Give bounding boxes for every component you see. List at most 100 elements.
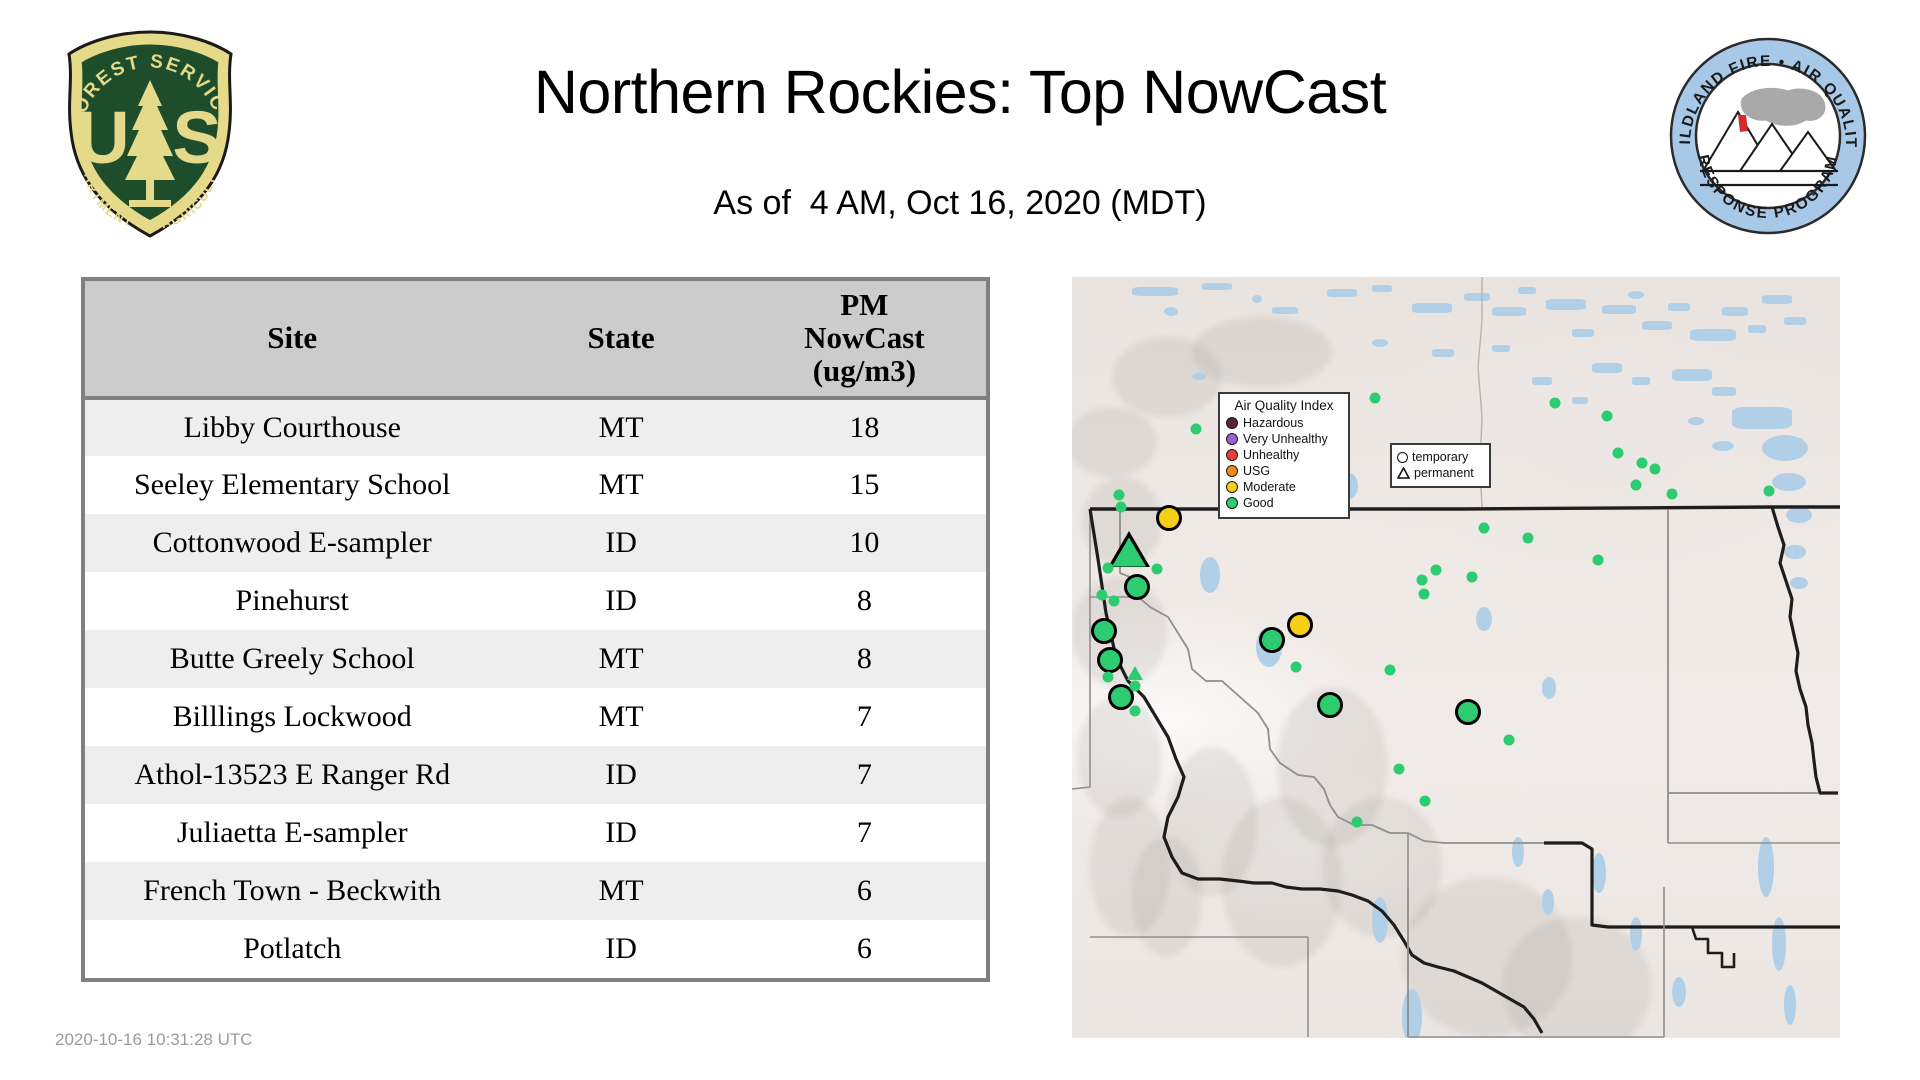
cell-pm-nowcast: 18 — [742, 397, 986, 456]
water-body — [1372, 285, 1392, 292]
aqi-color-swatch-icon — [1226, 433, 1238, 445]
table-row[interactable]: Athol-13523 E Ranger Rd ID 7 — [85, 745, 986, 804]
cell-site: French Town - Beckwith — [85, 861, 500, 920]
table-row[interactable]: Billlings Lockwood MT 7 — [85, 687, 986, 746]
cell-state: MT — [499, 455, 743, 514]
column-header-site[interactable]: Site — [85, 281, 500, 400]
monitor-marker-temporary[interactable] — [1091, 618, 1117, 644]
monitor-marker-temporary[interactable] — [1124, 574, 1150, 600]
monitor-marker-temporary[interactable] — [1259, 627, 1285, 653]
monitor-marker-site[interactable] — [1522, 532, 1534, 544]
water-body — [1772, 917, 1786, 971]
monitor-marker-site[interactable] — [1096, 589, 1108, 601]
monitor-marker-site[interactable] — [1418, 588, 1430, 600]
water-body — [1492, 307, 1526, 316]
table-row[interactable]: Seeley Elementary School MT 15 — [85, 455, 986, 514]
monitor-marker-site[interactable] — [1384, 664, 1396, 676]
water-body — [1542, 677, 1556, 699]
cell-pm-nowcast: 15 — [742, 455, 986, 514]
monitor-marker-site[interactable] — [1466, 571, 1478, 583]
water-body — [1327, 289, 1357, 297]
table-row[interactable]: Pinehurst ID 8 — [85, 571, 986, 630]
table-row[interactable]: Potlatch ID 6 — [85, 919, 986, 978]
water-body — [1786, 507, 1812, 523]
legend-aqi-item: Very Unhealthy — [1226, 431, 1342, 447]
monitor-marker-site[interactable] — [1102, 671, 1114, 683]
monitor-marker-site[interactable] — [1612, 447, 1624, 459]
cell-state: MT — [499, 861, 743, 920]
monitor-marker-site[interactable] — [1503, 734, 1515, 746]
state-border-nd-east — [1770, 506, 1838, 795]
water-body — [1546, 299, 1586, 310]
monitor-marker-temporary[interactable] — [1317, 692, 1343, 718]
table-row[interactable]: Butte Greely School MT 8 — [85, 629, 986, 688]
water-body — [1632, 377, 1650, 385]
monitor-marker-site[interactable] — [1636, 457, 1648, 469]
table-row[interactable]: Libby Courthouse MT 18 — [85, 397, 986, 456]
legend-type-row-permanent: permanent — [1396, 465, 1484, 481]
region-outline-sd-step — [1668, 925, 1736, 969]
monitor-marker-site[interactable] — [1108, 595, 1120, 607]
monitor-marker-site[interactable] — [1113, 489, 1125, 501]
water-body — [1402, 989, 1422, 1038]
monitor-marker-site[interactable] — [1592, 554, 1604, 566]
monitor-marker-temporary[interactable] — [1156, 505, 1182, 531]
aqi-color-swatch-icon — [1226, 481, 1238, 493]
column-header-state[interactable]: State — [499, 281, 743, 400]
monitor-marker-temporary[interactable] — [1097, 647, 1123, 673]
cell-site: Athol-13523 E Ranger Rd — [85, 745, 500, 804]
column-header-pm-nowcast[interactable]: PM NowCast (ug/m3) — [742, 281, 986, 400]
us-canada-border — [1090, 505, 1840, 511]
monitor-marker-permanent[interactable] — [1112, 537, 1146, 567]
map-legend-site-type: temporary permanent — [1390, 443, 1491, 488]
monitor-marker-site[interactable] — [1151, 563, 1163, 575]
monitor-marker-site[interactable] — [1763, 485, 1775, 497]
table-row[interactable]: Cottonwood E-sampler ID 10 — [85, 513, 986, 572]
monitor-marker-site[interactable] — [1478, 522, 1490, 534]
monitor-marker-site[interactable] — [1129, 680, 1141, 692]
water-body — [1712, 441, 1734, 451]
monitor-marker-site[interactable] — [1102, 562, 1114, 574]
monitor-marker-site[interactable] — [1430, 564, 1442, 576]
monitor-marker-site[interactable] — [1115, 501, 1127, 513]
monitor-marker-site[interactable] — [1351, 816, 1363, 828]
water-body — [1784, 545, 1806, 559]
page-title: Northern Rockies: Top NowCast — [533, 58, 1387, 126]
monitor-marker-site[interactable] — [1190, 423, 1202, 435]
terrain-relief-shading — [1502, 917, 1652, 1038]
table-row[interactable]: French Town - Beckwith MT 6 — [85, 861, 986, 920]
monitor-marker-site[interactable] — [1630, 479, 1642, 491]
monitor-marker-site[interactable] — [1129, 705, 1141, 717]
legend-aqi-item: Good — [1226, 495, 1342, 511]
water-body — [1688, 417, 1704, 425]
water-body — [1668, 303, 1690, 311]
legend-type-label-temporary: temporary — [1412, 450, 1469, 464]
monitor-marker-site[interactable] — [1666, 488, 1678, 500]
water-body — [1542, 889, 1554, 915]
cell-state: ID — [499, 803, 743, 862]
table-row[interactable]: Juliaetta E-sampler ID 7 — [85, 803, 986, 862]
terrain-relief-shading — [1090, 797, 1170, 937]
monitor-marker-site[interactable] — [1549, 397, 1561, 409]
monitor-marker-site[interactable] — [1369, 392, 1381, 404]
monitor-marker-temporary[interactable] — [1287, 612, 1313, 638]
air-quality-map[interactable]: Air Quality Index Hazardous Very Unhealth… — [1072, 277, 1840, 1038]
circle-outline-icon — [1397, 451, 1408, 463]
state-border-id-mt-thin — [1119, 509, 1544, 844]
monitor-marker-site[interactable] — [1290, 661, 1302, 673]
legend-aqi-item-label: Very Unhealthy — [1243, 432, 1328, 446]
cell-site: Seeley Elementary School — [85, 455, 500, 514]
monitor-marker-temporary[interactable] — [1455, 699, 1481, 725]
water-body — [1790, 577, 1808, 589]
water-body — [1722, 307, 1748, 316]
monitor-marker-site[interactable] — [1601, 410, 1613, 422]
cell-site: Potlatch — [85, 919, 500, 978]
monitor-marker-site[interactable] — [1393, 763, 1405, 775]
monitor-marker-site[interactable] — [1649, 463, 1661, 475]
monitor-marker-site[interactable] — [1419, 795, 1431, 807]
water-body — [1772, 473, 1806, 491]
monitor-marker-site[interactable] — [1416, 574, 1428, 586]
cell-pm-nowcast: 7 — [742, 803, 986, 862]
monitor-marker-permanent-small[interactable] — [1127, 666, 1143, 680]
water-body — [1164, 307, 1178, 316]
